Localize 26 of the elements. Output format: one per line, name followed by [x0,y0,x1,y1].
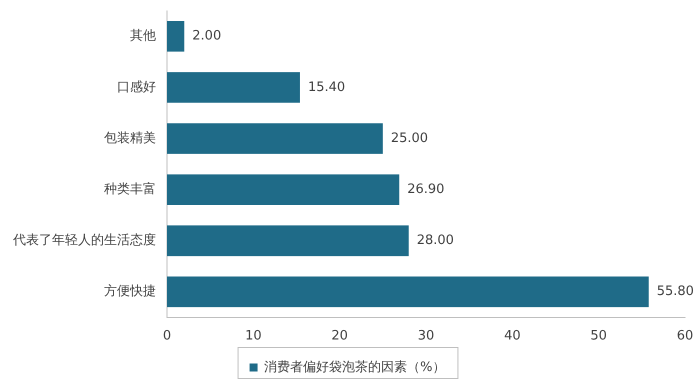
y-tick-label: 代表了年轻人的生活态度 [12,232,156,248]
text: 28.00 [416,233,454,248]
bar [167,276,649,308]
y-tick-label: 其他 [130,28,156,44]
legend-label: 消费者偏好袋泡茶的因素（%） [264,360,446,375]
x-tick-label: 40 [504,328,521,344]
x-tick-label: 50 [590,328,607,344]
x-tick-label: 60 [676,328,694,344]
bar [167,72,300,103]
text: 55.80 [656,284,694,300]
y-tick-label: 口感好 [117,80,156,95]
x-tick-label: 0 [162,328,172,344]
bar [167,225,409,256]
y-tick-label: 方便快捷 [104,283,156,300]
text: 15.40 [308,80,346,95]
text: 26.90 [407,182,444,198]
bar [167,123,383,154]
bar [167,21,184,52]
y-tick-label: 包装精美 [104,130,156,146]
x-tick-label: 20 [331,328,348,344]
x-tick-label: 30 [418,328,434,344]
text: 2.00 [192,28,222,44]
y-tick-label: 种类丰富 [104,181,156,198]
bar [167,174,400,205]
x-tick-label: 10 [245,328,262,344]
text: 25.00 [390,130,428,146]
